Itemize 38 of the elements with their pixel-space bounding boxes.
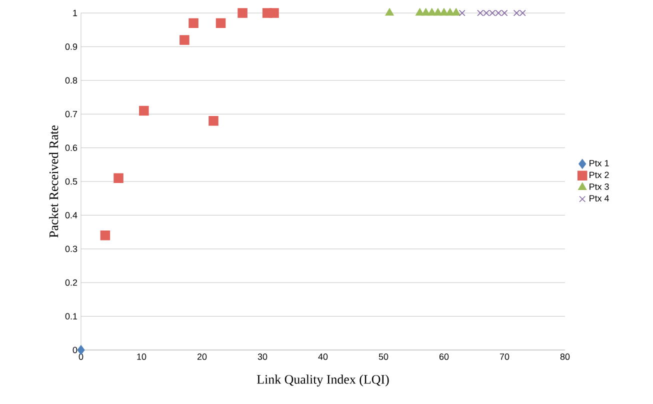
x-tick-label: 80 [560, 354, 570, 360]
x-tick-label: 60 [439, 354, 449, 360]
point [180, 35, 190, 45]
legend-label: Ptx 1 [590, 160, 609, 166]
point [139, 106, 149, 116]
point [208, 116, 218, 126]
y-tick-label: 0.7 [65, 110, 78, 118]
x-tick-label: 30 [258, 354, 268, 360]
y-axis-title: Packet Received Rate [49, 125, 58, 238]
point [452, 8, 460, 16]
point [100, 230, 110, 240]
point [188, 18, 198, 28]
y-tick-label: 0.3 [65, 246, 78, 252]
y-tick-label: 1 [73, 10, 78, 16]
x-axis-title: Link Quality Index (LQI) [257, 374, 389, 386]
y-tick-label: 0.4 [65, 212, 78, 218]
x-tick-label: 50 [378, 354, 388, 360]
y-tick-label: 0.6 [65, 144, 78, 151]
y-tick-label: 0.2 [65, 279, 78, 286]
legend-label: Ptx 3 [590, 183, 609, 190]
point [458, 10, 466, 16]
point [216, 18, 226, 28]
x-tick-label: 20 [197, 354, 207, 360]
point [385, 8, 394, 16]
y-tick-label: 0.5 [65, 178, 78, 185]
x-tick-label: 10 [137, 354, 146, 360]
y-tick-label: 0.1 [65, 313, 78, 320]
x-tick-label: 70 [500, 354, 510, 360]
y-tick-label: 0.9 [65, 44, 78, 50]
legend-label: Ptx 4 [590, 195, 609, 202]
point [269, 8, 279, 18]
point [238, 8, 248, 18]
y-tick-label: 0.8 [65, 77, 78, 84]
x-tick-label: 40 [318, 354, 328, 360]
point [114, 173, 124, 184]
y-tick-label: 0 [72, 346, 78, 354]
legend-label: Ptx 2 [590, 172, 609, 178]
x-tick-label: 0 [78, 354, 84, 360]
